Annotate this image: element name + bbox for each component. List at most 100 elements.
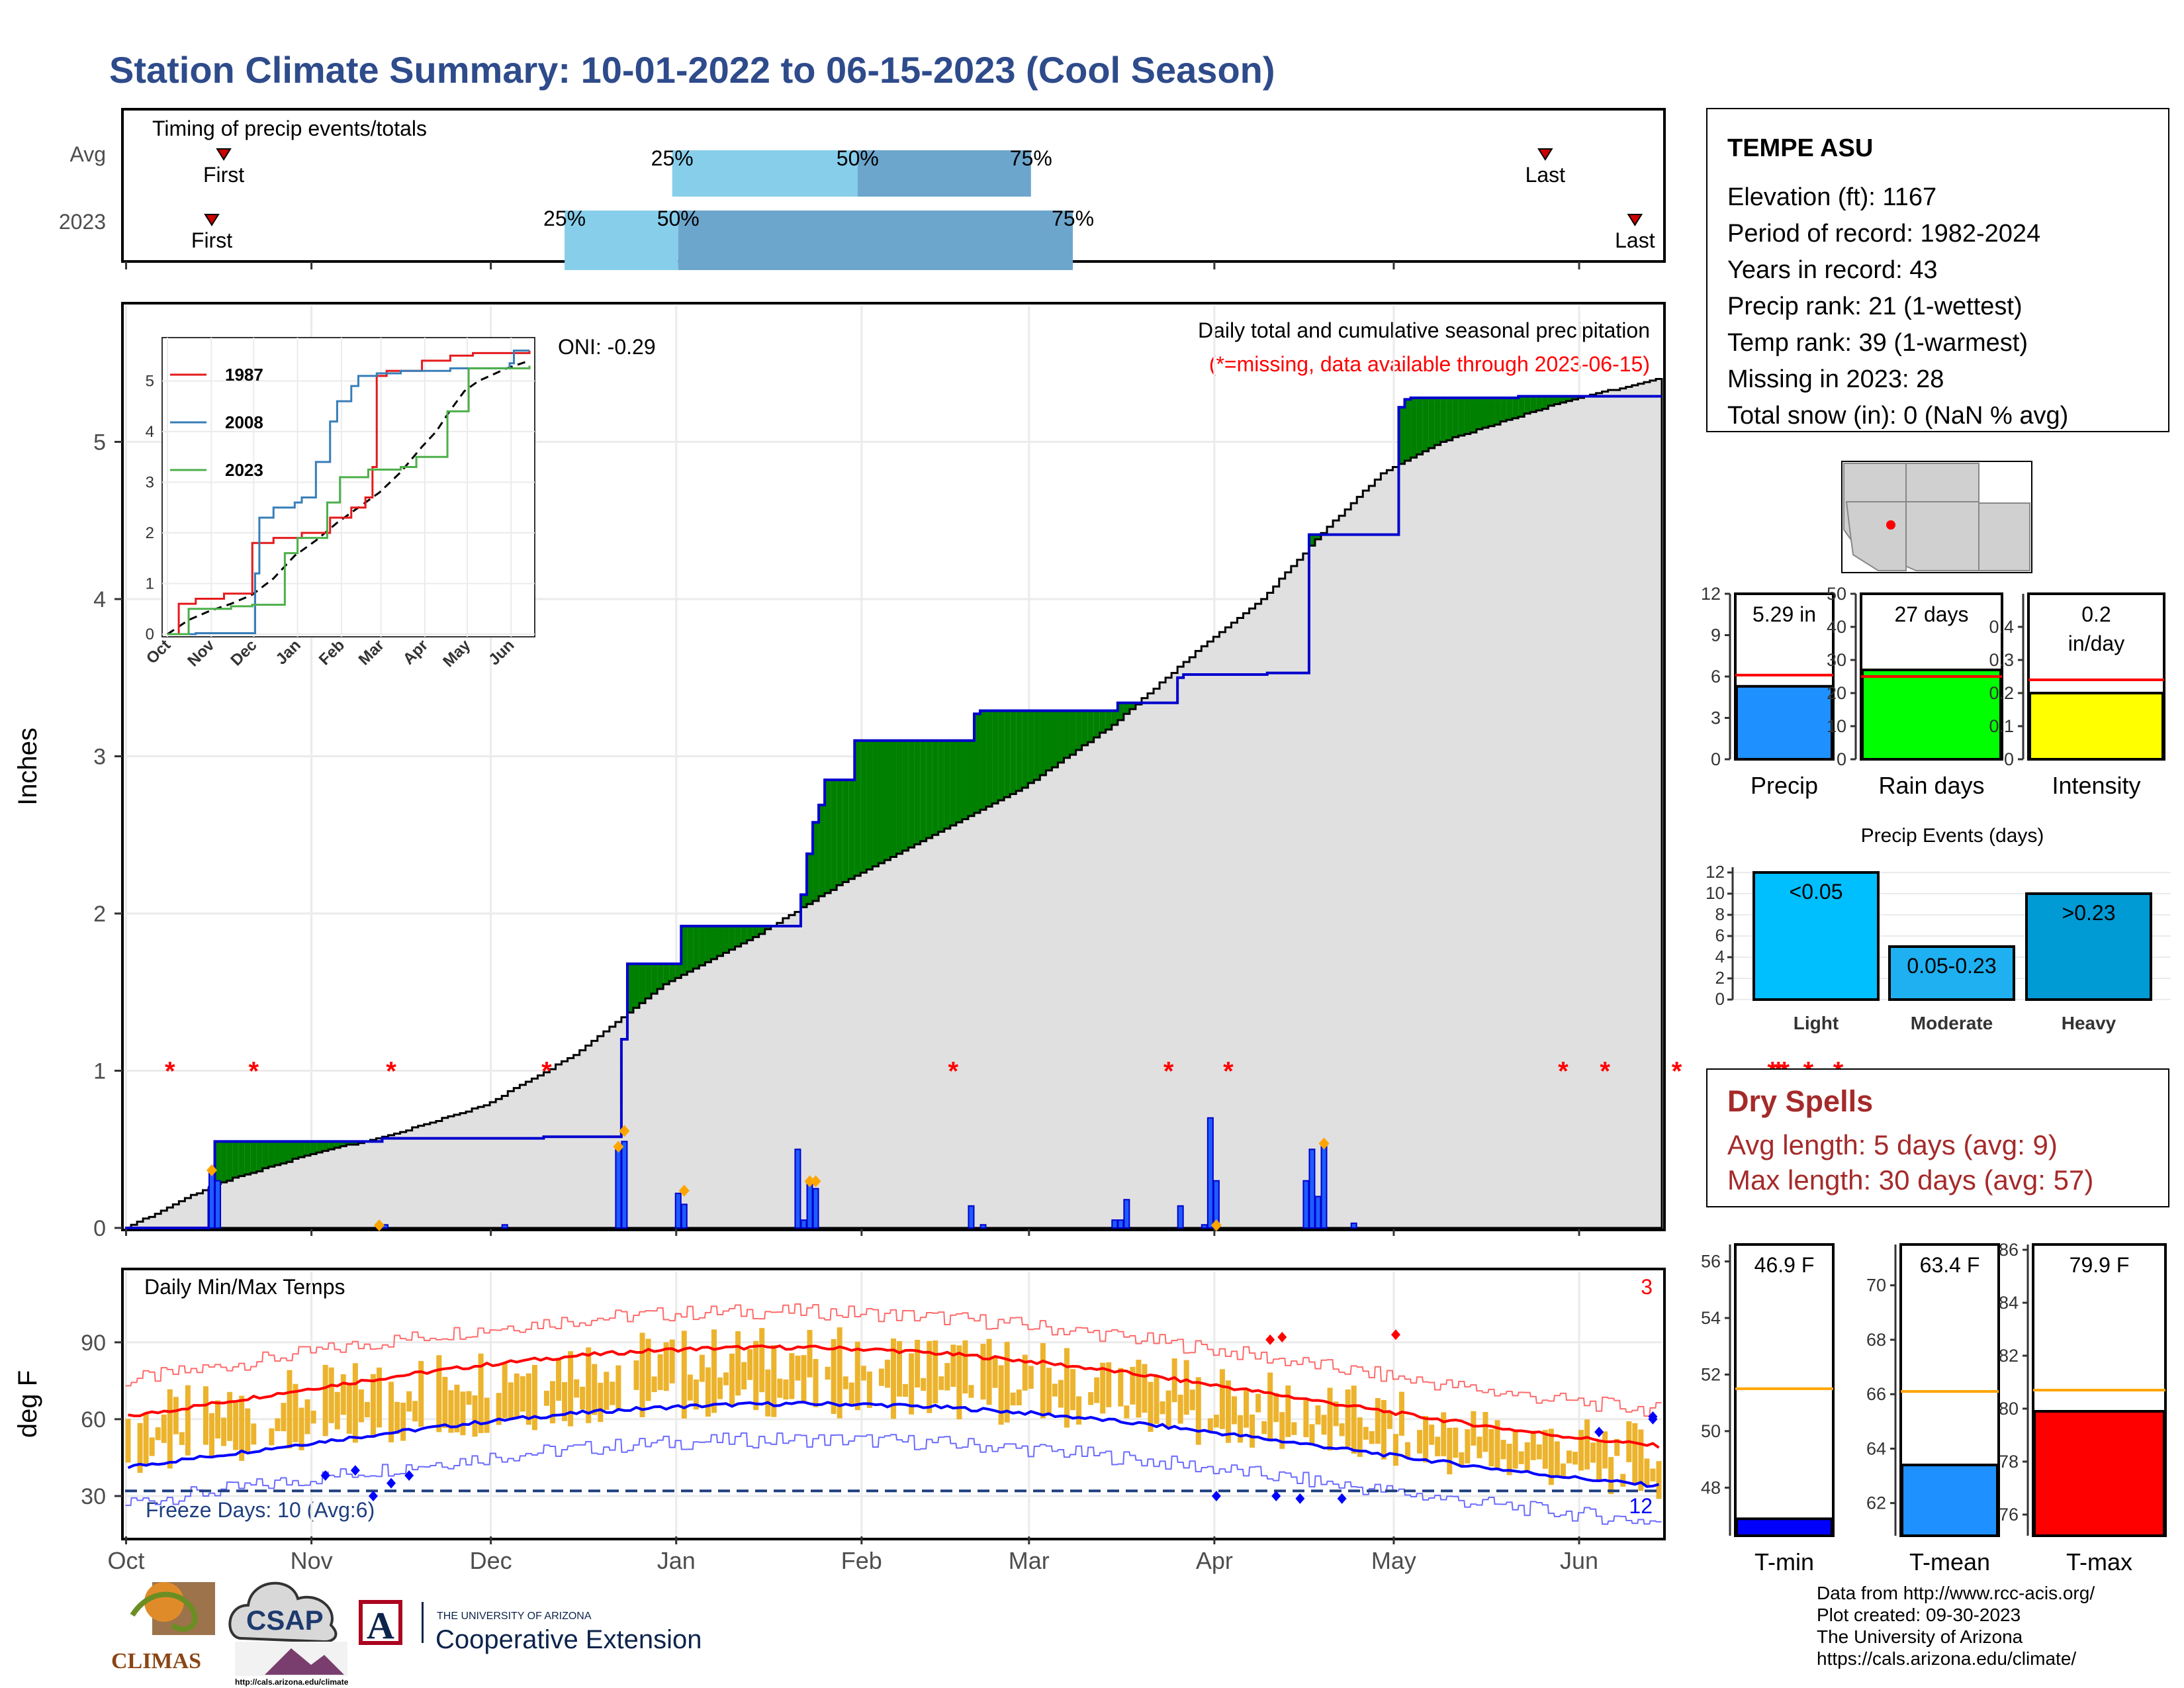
- daily-temp-bar: [897, 1340, 903, 1397]
- events-ytick-label: 12: [1706, 862, 1725, 882]
- surplus-fill: [645, 964, 652, 999]
- daily-temp-bar: [1566, 1450, 1572, 1464]
- timing-pct-75: 75%: [1052, 207, 1094, 230]
- events-bar-label: <0.05: [1790, 880, 1843, 904]
- surplus-fill: [687, 926, 694, 972]
- record-low-marker: [1594, 1427, 1604, 1438]
- daily-temp-bar: [1273, 1393, 1279, 1423]
- daily-temp-bar: [125, 1419, 131, 1463]
- daily-temp-bar: [663, 1342, 669, 1391]
- daily-temp-bar: [1578, 1430, 1584, 1471]
- daily-temp-bar: [592, 1364, 598, 1415]
- daily-temp-bar: [1387, 1412, 1392, 1429]
- daily-temp-bar: [735, 1331, 741, 1396]
- daily-temp-bar: [281, 1403, 287, 1432]
- summary-ytick-label: 54: [1701, 1308, 1721, 1328]
- timing-bar-50-75: [678, 211, 1073, 270]
- surplus-fill: [729, 926, 735, 950]
- extreme-precip-marker: [206, 1164, 218, 1176]
- arizona-locator-map: [1841, 461, 2032, 573]
- surplus-fill: [1458, 398, 1465, 436]
- daily-precip-bar: [1117, 1219, 1124, 1229]
- daily-temp-bar: [508, 1382, 514, 1421]
- surplus-fill: [1099, 710, 1106, 733]
- daily-temp-bar: [1477, 1436, 1482, 1458]
- precip-ytick-label: 4: [93, 587, 106, 612]
- surplus-fill: [884, 740, 891, 861]
- inset-series-2023: [167, 365, 531, 635]
- daily-precip-bar: [1308, 1149, 1316, 1229]
- daily-temp-bar: [980, 1343, 986, 1400]
- daily-temp-bar: [478, 1353, 484, 1433]
- daily-temp-bar: [854, 1341, 860, 1411]
- freeze-days-label: Freeze Days: 10 (Avg:6): [146, 1498, 375, 1522]
- daily-temp-bar: [759, 1328, 765, 1393]
- missing-day-marker: *: [248, 1057, 259, 1086]
- month-label: Nov: [291, 1547, 333, 1574]
- station-period: Period of record: 1982-2024: [1727, 220, 2041, 248]
- summary-value-label: 27 days: [1894, 602, 1968, 626]
- daily-temp-bar: [651, 1376, 657, 1393]
- surplus-fill: [1464, 398, 1471, 434]
- daily-temp-bar: [1638, 1429, 1644, 1491]
- surplus-fill: [633, 964, 640, 1008]
- surplus-fill: [1028, 710, 1034, 783]
- daily-temp-bar: [1494, 1420, 1500, 1470]
- surplus-fill: [1123, 702, 1130, 714]
- missing-day-marker: *: [386, 1057, 396, 1086]
- surplus-fill: [699, 926, 705, 966]
- timing-row-avg: Avg: [69, 142, 106, 166]
- credits: Data from http://www.rcc-acis.org/ Plot …: [1817, 1582, 2095, 1669]
- surplus-fill: [250, 1141, 257, 1173]
- missing-day-marker: *: [948, 1057, 959, 1086]
- precip-panel: Inches Daily total and cumulative season…: [13, 302, 1844, 1241]
- daily-temp-bar: [1028, 1366, 1034, 1389]
- surplus-fill: [866, 740, 873, 870]
- daily-temp-bar: [1542, 1430, 1548, 1469]
- daily-temp-bar: [1548, 1429, 1554, 1485]
- daily-temp-bar: [1614, 1438, 1620, 1456]
- daily-temp-bar: [1596, 1440, 1602, 1482]
- daily-temp-bar: [1441, 1412, 1447, 1456]
- daily-temp-bar: [418, 1360, 424, 1427]
- ua-big-text: Cooperative Extension: [435, 1625, 702, 1654]
- surplus-fill: [1117, 702, 1124, 720]
- timing-bar-25-50: [565, 211, 678, 270]
- daily-temp-bar: [1010, 1392, 1016, 1406]
- surplus-fill: [842, 780, 849, 882]
- inset-series-1987: [167, 350, 531, 635]
- daily-temp-bar: [275, 1418, 281, 1431]
- precip-ytick-label: 2: [93, 902, 106, 927]
- surplus-fill: [1470, 398, 1477, 433]
- surplus-fill: [340, 1141, 347, 1147]
- summary-ytick-label: 9: [1711, 626, 1721, 645]
- surplus-fill: [1488, 398, 1495, 426]
- record-high-marker: [1390, 1329, 1400, 1340]
- surplus-fill: [944, 740, 950, 829]
- daily-temp-bar: [209, 1413, 215, 1458]
- surplus-fill: [1075, 710, 1082, 750]
- missing-day-marker: *: [1558, 1057, 1569, 1086]
- surplus-fill: [1040, 710, 1046, 775]
- surplus-fill: [1398, 407, 1405, 464]
- daily-temp-bar: [185, 1385, 191, 1456]
- surplus-fill: [274, 1141, 281, 1165]
- daily-temp-bar: [837, 1327, 842, 1419]
- daily-precip-bar: [621, 1141, 628, 1229]
- surplus-fill: [723, 926, 729, 953]
- surplus-fill: [758, 926, 765, 934]
- csap-cloud-icon: [228, 1581, 338, 1644]
- surplus-fill: [244, 1141, 251, 1175]
- daily-temp-bar: [723, 1372, 729, 1385]
- surplus-fill: [1554, 396, 1561, 404]
- daily-temp-bar: [717, 1377, 723, 1399]
- record-low-marker: [1648, 1413, 1658, 1425]
- surplus-fill: [298, 1141, 305, 1158]
- inset-ytick-label: 1: [146, 575, 154, 593]
- daily-temp-bar: [1500, 1440, 1506, 1460]
- daily-temp-bar: [1285, 1385, 1291, 1437]
- events-category-label: Moderate: [1911, 1013, 1993, 1033]
- daily-temp-bar: [1471, 1411, 1477, 1446]
- daily-temp-bar: [149, 1437, 155, 1456]
- surplus-fill: [286, 1141, 293, 1162]
